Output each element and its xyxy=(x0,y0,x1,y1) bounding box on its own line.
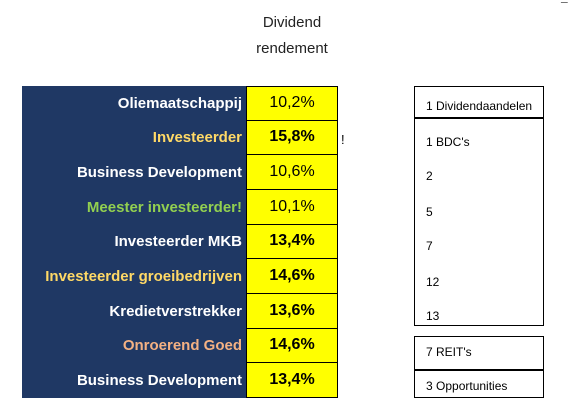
table-row: Business Development 13,4% xyxy=(22,363,338,398)
side-list-item: 13 xyxy=(426,309,440,323)
company-type-label: Kredietverstrekker xyxy=(109,302,242,320)
header-line-2: rendement xyxy=(256,40,328,57)
label-column-background xyxy=(22,86,246,398)
company-type-label: Investeerder xyxy=(152,129,242,147)
table-row: Investeerder MKB 13,4% xyxy=(22,224,338,260)
dividend-yield-value: 14,6% xyxy=(246,259,338,294)
table-row: Business Development 10,6% xyxy=(22,155,338,190)
side-list-item: 7 xyxy=(426,239,433,253)
side-list-item: 12 xyxy=(426,275,440,289)
side-list-item: 1 Dividendaandelen xyxy=(426,99,533,113)
company-type-label: Onroerend Goed xyxy=(122,337,242,355)
header-line-1: Dividend xyxy=(262,14,322,31)
category-box-bdcs xyxy=(414,118,544,326)
dividend-yield-value: 15,8% xyxy=(246,120,338,156)
column-header: Dividend rendement xyxy=(246,10,338,62)
dividend-yield-value: 13,4% xyxy=(246,224,338,260)
table-row: Onroerend Goed 14,6% xyxy=(22,328,338,364)
dividend-yield-value: 13,6% xyxy=(246,294,338,329)
company-type-label: Investeerder groeibedrijven xyxy=(45,268,242,286)
company-type-label: Investeerder MKB xyxy=(114,233,242,251)
company-type-label: Meester investeerder! xyxy=(86,198,242,216)
side-list-item: 3 Opportunities xyxy=(426,379,508,393)
category-box-reits xyxy=(414,336,544,370)
category-box-opportunities xyxy=(414,370,544,398)
dividend-yield-value: 10,1% xyxy=(246,190,338,225)
table-row: Kredietverstrekker 13,6% xyxy=(22,294,338,329)
dividend-yield-value: 14,6% xyxy=(246,328,338,364)
table-row: Investeerder groeibedrijven 14,6% xyxy=(22,259,338,294)
table-row: Meester investeerder! 10,1% xyxy=(22,190,338,225)
dividend-yield-value: 10,2% xyxy=(246,86,338,121)
side-list-item: 2 xyxy=(426,169,433,183)
dividend-yield-value: 10,6% xyxy=(246,155,338,190)
side-list-item: 1 BDC's xyxy=(426,135,470,149)
dividend-yield-value: 13,4% xyxy=(246,363,338,398)
side-list-item: 5 xyxy=(426,205,433,219)
corner-mark: ¯ xyxy=(561,0,568,14)
category-box-dividendaandelen xyxy=(414,86,544,118)
exclamation-mark: ! xyxy=(341,132,345,147)
company-type-label: Business Development xyxy=(76,372,242,390)
side-list-item: 7 REIT's xyxy=(426,345,472,359)
table-row: Oliemaatschappij 10,2% xyxy=(22,86,338,121)
table-row: Investeerder 15,8% xyxy=(22,120,338,156)
value-column-background xyxy=(246,86,338,398)
company-type-label: Business Development xyxy=(76,164,242,182)
company-type-label: Oliemaatschappij xyxy=(117,94,242,112)
